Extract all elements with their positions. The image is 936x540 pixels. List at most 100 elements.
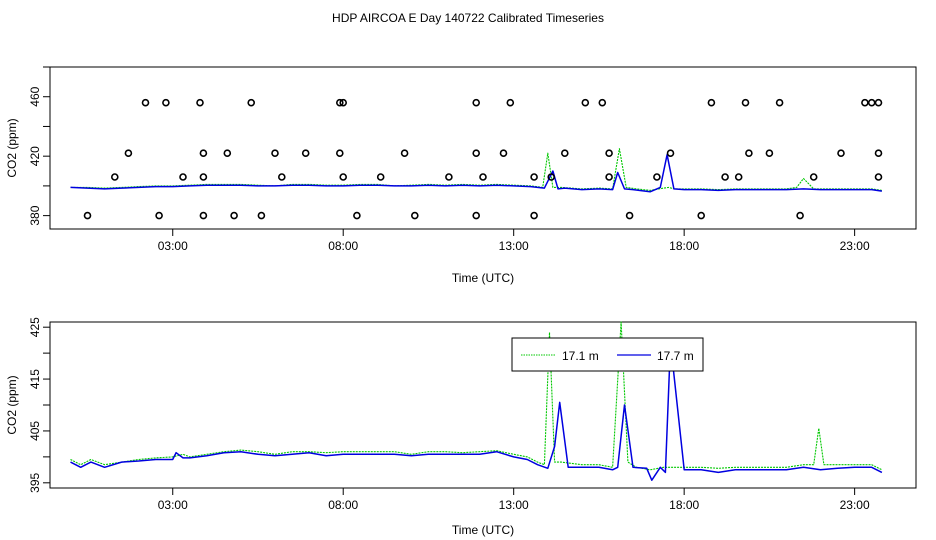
scatter-point <box>339 173 348 181</box>
scatter-point <box>111 173 119 181</box>
scatter-point <box>560 149 569 157</box>
scatter-point <box>605 173 613 181</box>
scatter-point <box>625 211 634 220</box>
y-tick-label: 460 <box>28 86 42 106</box>
figure-title: HDP AIRCOA E Day 140722 Calibrated Times… <box>332 11 604 25</box>
scatter-point <box>506 98 515 107</box>
scatter-point <box>874 173 883 181</box>
scatter-point <box>874 149 883 157</box>
scatter-point <box>247 98 255 107</box>
scatter-point <box>837 149 845 157</box>
scatter-point <box>598 98 607 107</box>
scatter-point <box>874 98 883 107</box>
panel-top-y-axis: 380 420 460 <box>28 66 50 226</box>
x-tick-label: 13:00 <box>499 498 529 512</box>
panel-bottom-y-axis: 395 405 415 425 <box>28 317 50 493</box>
panel-top-frame <box>49 66 917 230</box>
scatter-point <box>179 173 187 181</box>
y-tick-label: 415 <box>28 369 42 389</box>
scatter-point <box>479 173 487 181</box>
panel-bottom-marks <box>70 321 883 481</box>
scatter-point <box>707 98 716 107</box>
y-tick-label: 405 <box>28 421 42 441</box>
scatter-point <box>162 98 170 107</box>
panel-bottom-frame <box>49 321 917 489</box>
scatter-point <box>301 149 310 157</box>
scatter-point <box>376 173 385 181</box>
scatter-point <box>196 98 204 107</box>
y-tick-label: 395 <box>28 472 42 492</box>
scatter-point <box>666 149 675 157</box>
y-tick-label: 420 <box>28 146 42 166</box>
scatter-point <box>124 149 133 157</box>
panel-bottom-x-axis: 03:00 08:00 13:00 18:00 23:00 <box>158 488 870 512</box>
scatter-point <box>530 173 538 181</box>
series-line-top-green <box>70 148 882 191</box>
scatter-point <box>741 98 750 107</box>
scatter-point <box>141 98 150 107</box>
scatter-point <box>83 211 92 220</box>
panel-top: 03:00 08:00 13:00 18:00 23:00 380 420 460 Time… <box>5 66 917 285</box>
series-line-bottom-green <box>70 321 883 471</box>
x-tick-label: 03:00 <box>158 239 188 253</box>
panel-top-y-label: CO2 (ppm) <box>5 118 19 177</box>
legend: 17.1 m 17.7 m <box>511 337 704 372</box>
x-tick-label: 03:00 <box>158 498 188 512</box>
series-line-top-blue <box>70 153 883 193</box>
scatter-point <box>697 211 706 220</box>
panel-bottom-x-label: Time (UTC) <box>452 523 514 537</box>
scatter-point <box>499 149 508 157</box>
x-tick-label: 23:00 <box>840 498 870 512</box>
scatter-point <box>277 173 286 181</box>
x-tick-label: 18:00 <box>669 239 699 253</box>
scatter-point <box>400 149 409 157</box>
scatter-point <box>223 149 232 157</box>
scatter-point <box>199 149 208 157</box>
scatter-point <box>230 211 238 220</box>
scatter-point <box>199 211 208 220</box>
scatter-point <box>353 211 361 220</box>
scatter-point <box>605 149 613 157</box>
legend-label-17-7: 17.7 m <box>657 349 694 363</box>
scatter-point <box>530 211 538 220</box>
y-tick-label: 380 <box>28 205 42 225</box>
scatter-point <box>861 98 869 107</box>
scatter-point <box>867 98 876 107</box>
x-tick-label: 08:00 <box>328 498 358 512</box>
scatter-point <box>765 149 774 157</box>
y-tick-label: 425 <box>28 317 42 337</box>
scatter-point <box>809 173 818 181</box>
panel-bottom: 03:00 08:00 13:00 18:00 23:00 395 405 415 425 T… <box>5 317 917 537</box>
x-tick-label: 18:00 <box>669 498 699 512</box>
scatter-point <box>745 149 753 157</box>
x-tick-label: 08:00 <box>328 239 358 253</box>
panel-top-x-axis: 03:00 08:00 13:00 18:00 23:00 <box>158 229 870 253</box>
scatter-point <box>155 211 163 220</box>
scatter-point <box>335 149 344 157</box>
scatter-point <box>581 98 590 107</box>
panel-top-x-label: Time (UTC) <box>452 271 514 285</box>
scatter-point <box>339 98 348 107</box>
scatter-point <box>775 98 784 107</box>
scatter-point <box>271 149 279 157</box>
scatter-point <box>199 173 208 181</box>
scatter-point <box>796 211 804 220</box>
scatter-point <box>472 211 481 220</box>
panel-bottom-y-label: CO2 (ppm) <box>5 375 19 434</box>
scatter-point <box>734 173 743 181</box>
scatter-point <box>335 98 344 107</box>
x-tick-label: 13:00 <box>499 239 529 253</box>
scatter-point <box>472 149 481 157</box>
scatter-point <box>410 211 419 220</box>
scatter-point <box>653 173 661 181</box>
legend-label-17-1: 17.1 m <box>562 349 599 363</box>
scatter-point <box>445 173 453 181</box>
x-tick-label: 23:00 <box>840 239 870 253</box>
scatter-point <box>257 211 266 220</box>
panel-top-marks <box>70 98 883 220</box>
series-line-bottom-blue <box>70 342 883 481</box>
scatter-point <box>721 173 729 181</box>
scatter-point <box>472 98 481 107</box>
scatter-point <box>547 173 556 181</box>
